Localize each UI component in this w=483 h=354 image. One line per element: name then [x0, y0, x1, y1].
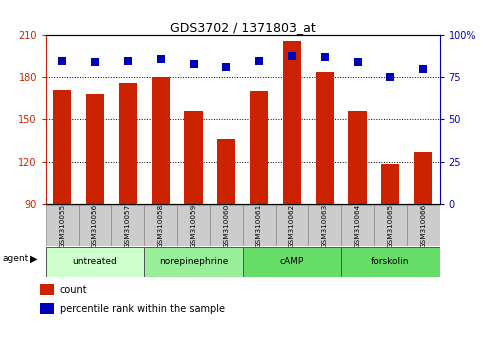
Point [190, 61, 198, 67]
Bar [316, 72, 334, 204]
Text: ▶: ▶ [30, 254, 38, 264]
Text: GSM310060: GSM310060 [223, 204, 229, 248]
Point [223, 64, 230, 70]
Bar [40, 303, 54, 314]
Text: GSM310056: GSM310056 [92, 204, 98, 248]
Text: percentile rank within the sample: percentile rank within the sample [60, 304, 225, 314]
Text: count: count [60, 285, 87, 295]
Bar [341, 205, 374, 246]
Bar [144, 205, 177, 246]
Point [354, 59, 361, 65]
Bar [112, 205, 144, 246]
Bar [283, 41, 301, 204]
Bar [210, 205, 242, 246]
Text: GSM310055: GSM310055 [59, 204, 65, 248]
Point [58, 58, 66, 63]
Bar [242, 205, 275, 246]
Text: GSM310063: GSM310063 [322, 204, 328, 248]
Bar [46, 247, 144, 277]
Point [255, 58, 263, 63]
Text: agent: agent [2, 254, 28, 263]
Text: GSM310061: GSM310061 [256, 204, 262, 248]
Bar [40, 284, 54, 295]
Point [91, 59, 99, 65]
Text: norepinephrine: norepinephrine [159, 257, 228, 266]
Title: GDS3702 / 1371803_at: GDS3702 / 1371803_at [170, 21, 315, 34]
Text: GSM310065: GSM310065 [387, 204, 393, 248]
Point [124, 58, 132, 63]
Text: GSM310057: GSM310057 [125, 204, 131, 248]
Text: GSM310064: GSM310064 [355, 204, 360, 248]
Bar [86, 94, 104, 204]
Text: GSM310066: GSM310066 [420, 204, 426, 248]
Text: GSM310058: GSM310058 [157, 204, 164, 248]
Bar [46, 205, 79, 246]
Bar [152, 78, 170, 204]
Point [157, 56, 165, 62]
Bar [275, 205, 308, 246]
Bar [177, 205, 210, 246]
Point [288, 53, 296, 58]
Bar [250, 91, 268, 204]
Point [419, 66, 427, 72]
Bar [308, 205, 341, 246]
Bar [53, 90, 71, 204]
Point [321, 55, 328, 60]
Bar [414, 152, 432, 204]
Bar [79, 205, 112, 246]
Bar [185, 111, 202, 204]
Text: forskolin: forskolin [371, 257, 410, 266]
Bar [242, 247, 341, 277]
Bar [144, 247, 242, 277]
Text: GSM310062: GSM310062 [289, 204, 295, 248]
Bar [407, 205, 440, 246]
Point [386, 75, 394, 80]
Bar [349, 111, 367, 204]
Bar [381, 164, 399, 204]
Bar [217, 139, 235, 204]
Text: cAMP: cAMP [280, 257, 304, 266]
Bar [341, 247, 440, 277]
Bar [119, 83, 137, 204]
Bar [374, 205, 407, 246]
Text: untreated: untreated [73, 257, 117, 266]
Text: GSM310059: GSM310059 [190, 204, 197, 248]
